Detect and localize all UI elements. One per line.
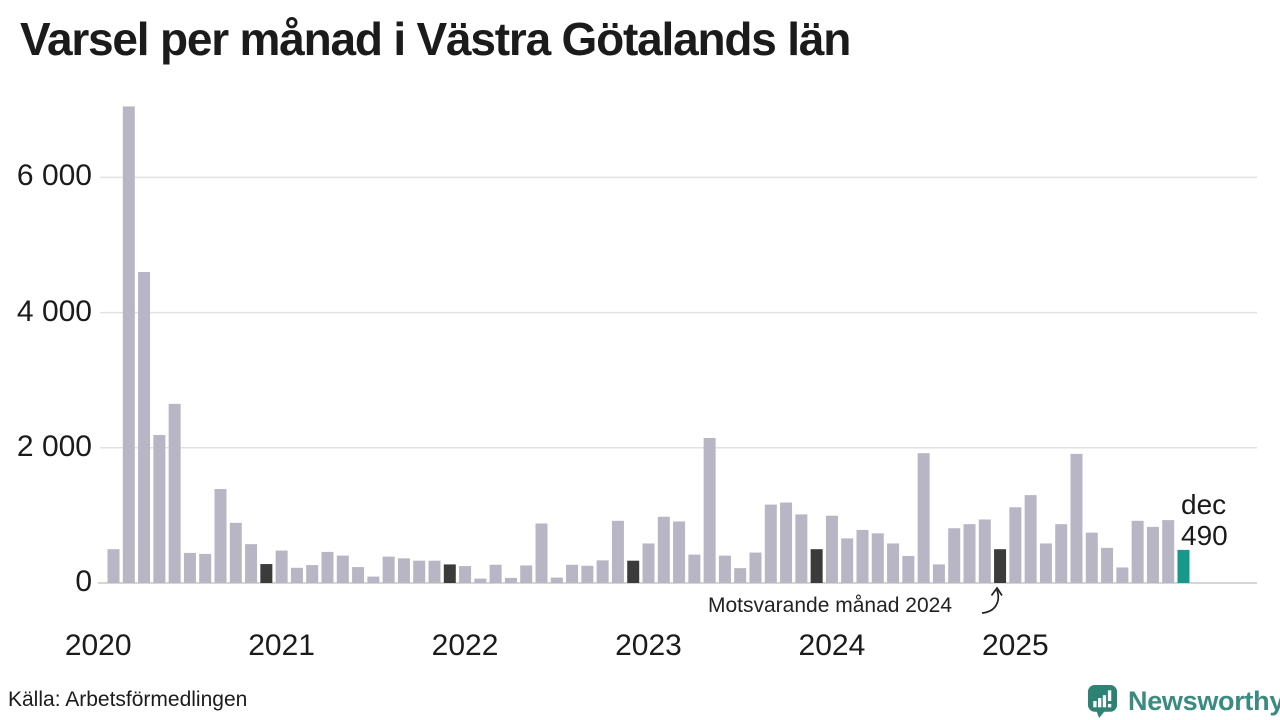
bar-dec-2025 <box>1177 549 1190 583</box>
newsworthy-logo: Newsworthy <box>1086 684 1280 719</box>
bar-aug-2022 <box>566 564 579 583</box>
bar-dec-2023 <box>810 549 823 583</box>
y-tick-label-6000: 6 000 <box>16 159 92 193</box>
bar-sep-2025 <box>1131 520 1144 583</box>
bar-sep-2020 <box>214 489 227 583</box>
year-label-2020: 2020 <box>64 629 132 662</box>
y-tick-label-2000: 2 000 <box>16 429 92 463</box>
latest-bar-label: dec 490 <box>1181 489 1228 551</box>
bar-sep-2023 <box>764 504 777 583</box>
y-tick-label-0: 0 <box>75 565 92 598</box>
bar-jun-2021 <box>352 567 365 583</box>
bar-apr-2021 <box>321 551 334 583</box>
bar-jan-2022 <box>459 566 472 583</box>
bar-mar-2022 <box>489 564 502 583</box>
bar-feb-2022 <box>474 578 487 583</box>
bar-apr-2023 <box>688 554 701 583</box>
bar-nov-2021 <box>428 560 441 583</box>
bar-feb-2020 <box>107 549 120 583</box>
bar-okt-2022 <box>596 560 609 583</box>
bar-okt-2024 <box>963 524 976 583</box>
chart-title: Varsel per månad i Västra Götalands län <box>20 13 851 65</box>
newsworthy-logo-text: Newsworthy <box>1128 686 1280 716</box>
bar-maj-2022 <box>520 565 533 583</box>
bar-feb-2025 <box>1024 495 1037 583</box>
bar-okt-2020 <box>229 522 242 583</box>
bar-aug-2023 <box>749 552 762 583</box>
bar-mar-2025 <box>1039 543 1052 583</box>
bar-okt-2025 <box>1146 526 1159 583</box>
bar-sep-2024 <box>948 528 961 583</box>
bar-jan-2025 <box>1009 507 1022 583</box>
year-label-2022: 2022 <box>431 629 499 662</box>
bar-mar-2024 <box>856 529 869 583</box>
bar-mar-2023 <box>673 521 686 583</box>
bar-jul-2020 <box>183 552 196 583</box>
bar-maj-2021 <box>336 555 349 583</box>
bar-feb-2021 <box>290 567 303 583</box>
bar-aug-2020 <box>199 553 212 583</box>
annotation-arrowhead <box>990 586 1003 597</box>
bar-jul-2021 <box>367 576 380 583</box>
bar-jul-2024 <box>917 453 930 583</box>
source-attribution: Källa: Arbetsförmedlingen <box>8 688 248 711</box>
bar-apr-2024 <box>871 533 884 583</box>
bar-aug-2021 <box>382 556 395 583</box>
bar-nov-2020 <box>245 544 258 583</box>
year-label-2021: 2021 <box>248 629 315 662</box>
bar-jun-2020 <box>168 403 181 583</box>
bar-feb-2024 <box>841 538 854 583</box>
bar-okt-2023 <box>780 502 793 583</box>
bar-jun-2023 <box>718 555 731 583</box>
bar-sep-2022 <box>581 565 594 583</box>
bar-apr-2025 <box>1055 524 1068 583</box>
bar-nov-2024 <box>978 519 991 583</box>
bar-nov-2022 <box>611 520 624 583</box>
bar-aug-2024 <box>932 564 945 583</box>
annotation-arrow <box>981 589 1000 614</box>
year-label-2024: 2024 <box>798 629 866 662</box>
bar-jan-2021 <box>275 550 288 583</box>
bar-dec-2022 <box>627 560 640 583</box>
bar-dec-2024 <box>994 549 1007 583</box>
bar-okt-2021 <box>413 560 426 583</box>
y-tick-label-4000: 4 000 <box>16 294 92 328</box>
bar-nov-2023 <box>795 514 808 583</box>
bars <box>107 106 1190 584</box>
latest-bar-month: dec <box>1181 489 1227 520</box>
comparison-annotation: Motsvarande månad 2024 <box>708 594 952 617</box>
bar-apr-2020 <box>138 272 151 583</box>
bar-maj-2025 <box>1070 453 1083 583</box>
bar-jan-2023 <box>642 543 655 583</box>
bar-feb-2023 <box>657 516 670 583</box>
bar-jun-2024 <box>902 555 915 583</box>
bar-maj-2024 <box>887 543 900 583</box>
bar-maj-2023 <box>703 438 716 583</box>
bar-jun-2025 <box>1085 532 1098 583</box>
latest-bar-value: 490 <box>1181 520 1228 551</box>
bar-jul-2025 <box>1101 547 1114 583</box>
bar-apr-2022 <box>504 577 517 583</box>
year-label-2025: 2025 <box>981 629 1049 662</box>
bar-jan-2024 <box>825 515 838 583</box>
newsworthy-logo-icon <box>1087 685 1118 718</box>
bar-nov-2025 <box>1162 520 1175 583</box>
bar-jun-2022 <box>535 523 548 583</box>
year-label-2023: 2023 <box>615 629 682 662</box>
bar-mar-2021 <box>306 565 319 583</box>
bar-sep-2021 <box>397 558 410 583</box>
bar-jul-2022 <box>550 577 563 583</box>
bar-mar-2020 <box>122 106 135 584</box>
bar-aug-2025 <box>1116 567 1129 583</box>
bar-maj-2020 <box>153 434 166 583</box>
bar-dec-2021 <box>443 564 456 583</box>
bar-dec-2020 <box>260 564 273 583</box>
bar-jul-2023 <box>734 568 747 583</box>
